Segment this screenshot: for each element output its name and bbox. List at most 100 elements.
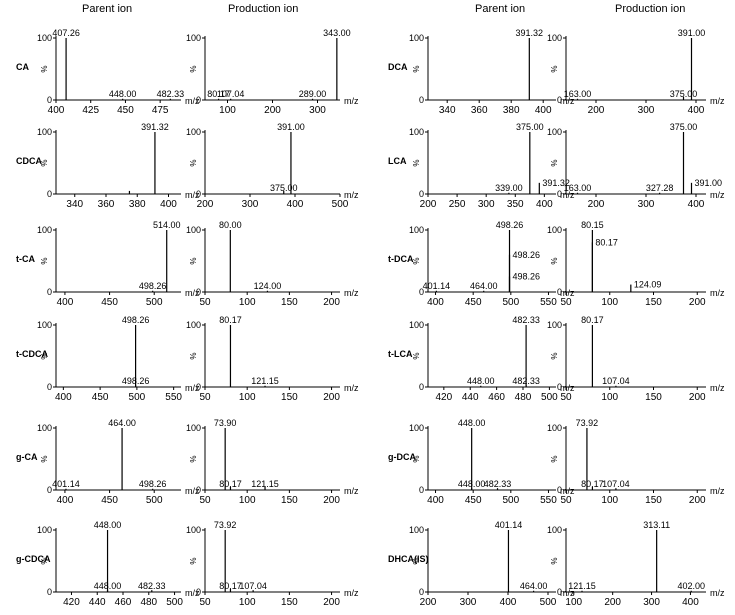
peak-label: 401.14: [52, 479, 80, 489]
x-axis-label: m/z: [185, 588, 200, 598]
x-axis-label: m/z: [560, 288, 575, 298]
y-tick-label: 0: [419, 485, 424, 495]
y-tick-label: 100: [186, 225, 201, 235]
peak-label: 80.15: [581, 220, 604, 230]
x-axis-label: m/z: [710, 288, 725, 298]
y-tick-label: 100: [409, 127, 424, 137]
x-axis-label: m/z: [560, 190, 575, 200]
peak-label: 402.00: [677, 581, 705, 591]
x-axis-label: m/z: [560, 383, 575, 393]
x-axis-label: m/z: [185, 190, 200, 200]
header-left-parent: Parent ion: [82, 3, 133, 15]
peak-label: 339.00: [495, 183, 523, 193]
x-tick-label: 200: [323, 297, 340, 308]
x-tick-label: 475: [152, 105, 169, 116]
x-tick-label: 460: [488, 392, 505, 403]
spectrum-dca-product: 0 100% 200 300 400 m/z 391.00 163.00 375.00: [547, 28, 725, 116]
peak-label: 327.28: [646, 183, 674, 193]
header-right-parent: Parent ion: [475, 3, 526, 15]
spectrum-ca-parent: 0 100% 400 425 450 475 m/z 407.26 448.00 482.33: [37, 28, 200, 116]
y-axis-label: %: [40, 159, 49, 166]
peak-label: 391.32: [141, 122, 169, 132]
y-tick-label: 100: [409, 225, 424, 235]
y-axis-label: %: [189, 159, 198, 166]
peak-label: 448.00: [467, 376, 495, 386]
x-tick-label: 400: [500, 597, 517, 608]
x-tick-label: 300: [242, 199, 259, 210]
y-tick-label: 0: [196, 382, 201, 392]
y-tick-label: 0: [557, 485, 562, 495]
x-tick-label: 200: [420, 597, 437, 608]
y-tick-label: 100: [547, 127, 562, 137]
peak-label: 464.00: [108, 418, 136, 428]
y-tick-label: 0: [47, 382, 52, 392]
peak-label: 448.00: [109, 89, 137, 99]
peak-label: 498.26: [139, 281, 167, 291]
x-tick-label: 200: [689, 495, 706, 506]
peak-label: 498.26: [513, 272, 541, 282]
x-tick-label: 100: [239, 597, 256, 608]
peak-label: 391.00: [277, 122, 305, 132]
x-tick-label: 150: [281, 297, 298, 308]
x-tick-label: 450: [92, 392, 109, 403]
y-tick-label: 100: [37, 423, 52, 433]
x-tick-label: 100: [601, 495, 618, 506]
peak-label: 498.26: [139, 479, 167, 489]
x-tick-label: 450: [117, 105, 134, 116]
spectrum-lca-parent: 0 100% 200 250 300 350 400 m/z 375.00 339.00 391.3…: [409, 122, 575, 210]
x-tick-label: 200: [689, 297, 706, 308]
peak-label: 407.26: [52, 28, 80, 38]
y-tick-label: 0: [196, 485, 201, 495]
peak-label: 482.33: [512, 315, 540, 325]
y-tick-label: 0: [557, 287, 562, 297]
compound-label-t-dca: t-DCA: [388, 254, 414, 264]
x-tick-label: 500: [502, 297, 519, 308]
x-tick-label: 400: [682, 597, 699, 608]
x-tick-label: 100: [565, 597, 582, 608]
x-axis-label: m/z: [344, 96, 359, 106]
y-tick-label: 100: [186, 320, 201, 330]
y-axis-label: %: [40, 352, 49, 359]
y-axis-label: %: [550, 557, 559, 564]
peak-label: 343.00: [323, 28, 351, 38]
x-tick-label: 480: [515, 392, 532, 403]
y-tick-label: 0: [419, 95, 424, 105]
peak-label: 448.00: [94, 581, 122, 591]
x-tick-label: 360: [98, 199, 115, 210]
x-tick-label: 420: [63, 597, 80, 608]
peak-label: 124.00: [254, 281, 282, 291]
x-tick-label: 450: [101, 495, 118, 506]
x-tick-label: 400: [536, 199, 553, 210]
y-tick-label: 0: [47, 485, 52, 495]
peak-label: 121.15: [568, 581, 596, 591]
peak-label: 391.32: [516, 28, 544, 38]
x-tick-label: 450: [465, 297, 482, 308]
y-tick-label: 100: [37, 320, 52, 330]
x-tick-label: 50: [560, 297, 572, 308]
y-tick-label: 0: [196, 587, 201, 597]
x-axis-label: m/z: [710, 96, 725, 106]
peak-label: 107.04: [239, 581, 267, 591]
x-tick-label: 450: [101, 297, 118, 308]
peak-label: 498.26: [513, 250, 541, 260]
y-tick-label: 0: [419, 382, 424, 392]
peak-label: 448.00: [458, 418, 486, 428]
peak-label: 80.17: [219, 581, 242, 591]
x-tick-label: 50: [560, 392, 572, 403]
spectrum-t-ca-parent: 0 100% 400 450 500 m/z 514.00 498.26: [37, 220, 200, 308]
peak-label: 448.00: [458, 479, 486, 489]
x-tick-label: 150: [281, 495, 298, 506]
x-axis-label: m/z: [560, 588, 575, 598]
x-tick-label: 400: [688, 199, 705, 210]
spectrum-t-lca-product: 0 100% 50 100 150 200 m/z 80.17 107.04: [547, 315, 725, 403]
x-axis-label: m/z: [710, 190, 725, 200]
y-axis-label: %: [412, 159, 421, 166]
peak-label: 73.92: [576, 418, 599, 428]
spectrum-t-dca-product: 0 100% 50 100 150 200 m/z 80.15 80.17 124.09: [547, 220, 725, 308]
